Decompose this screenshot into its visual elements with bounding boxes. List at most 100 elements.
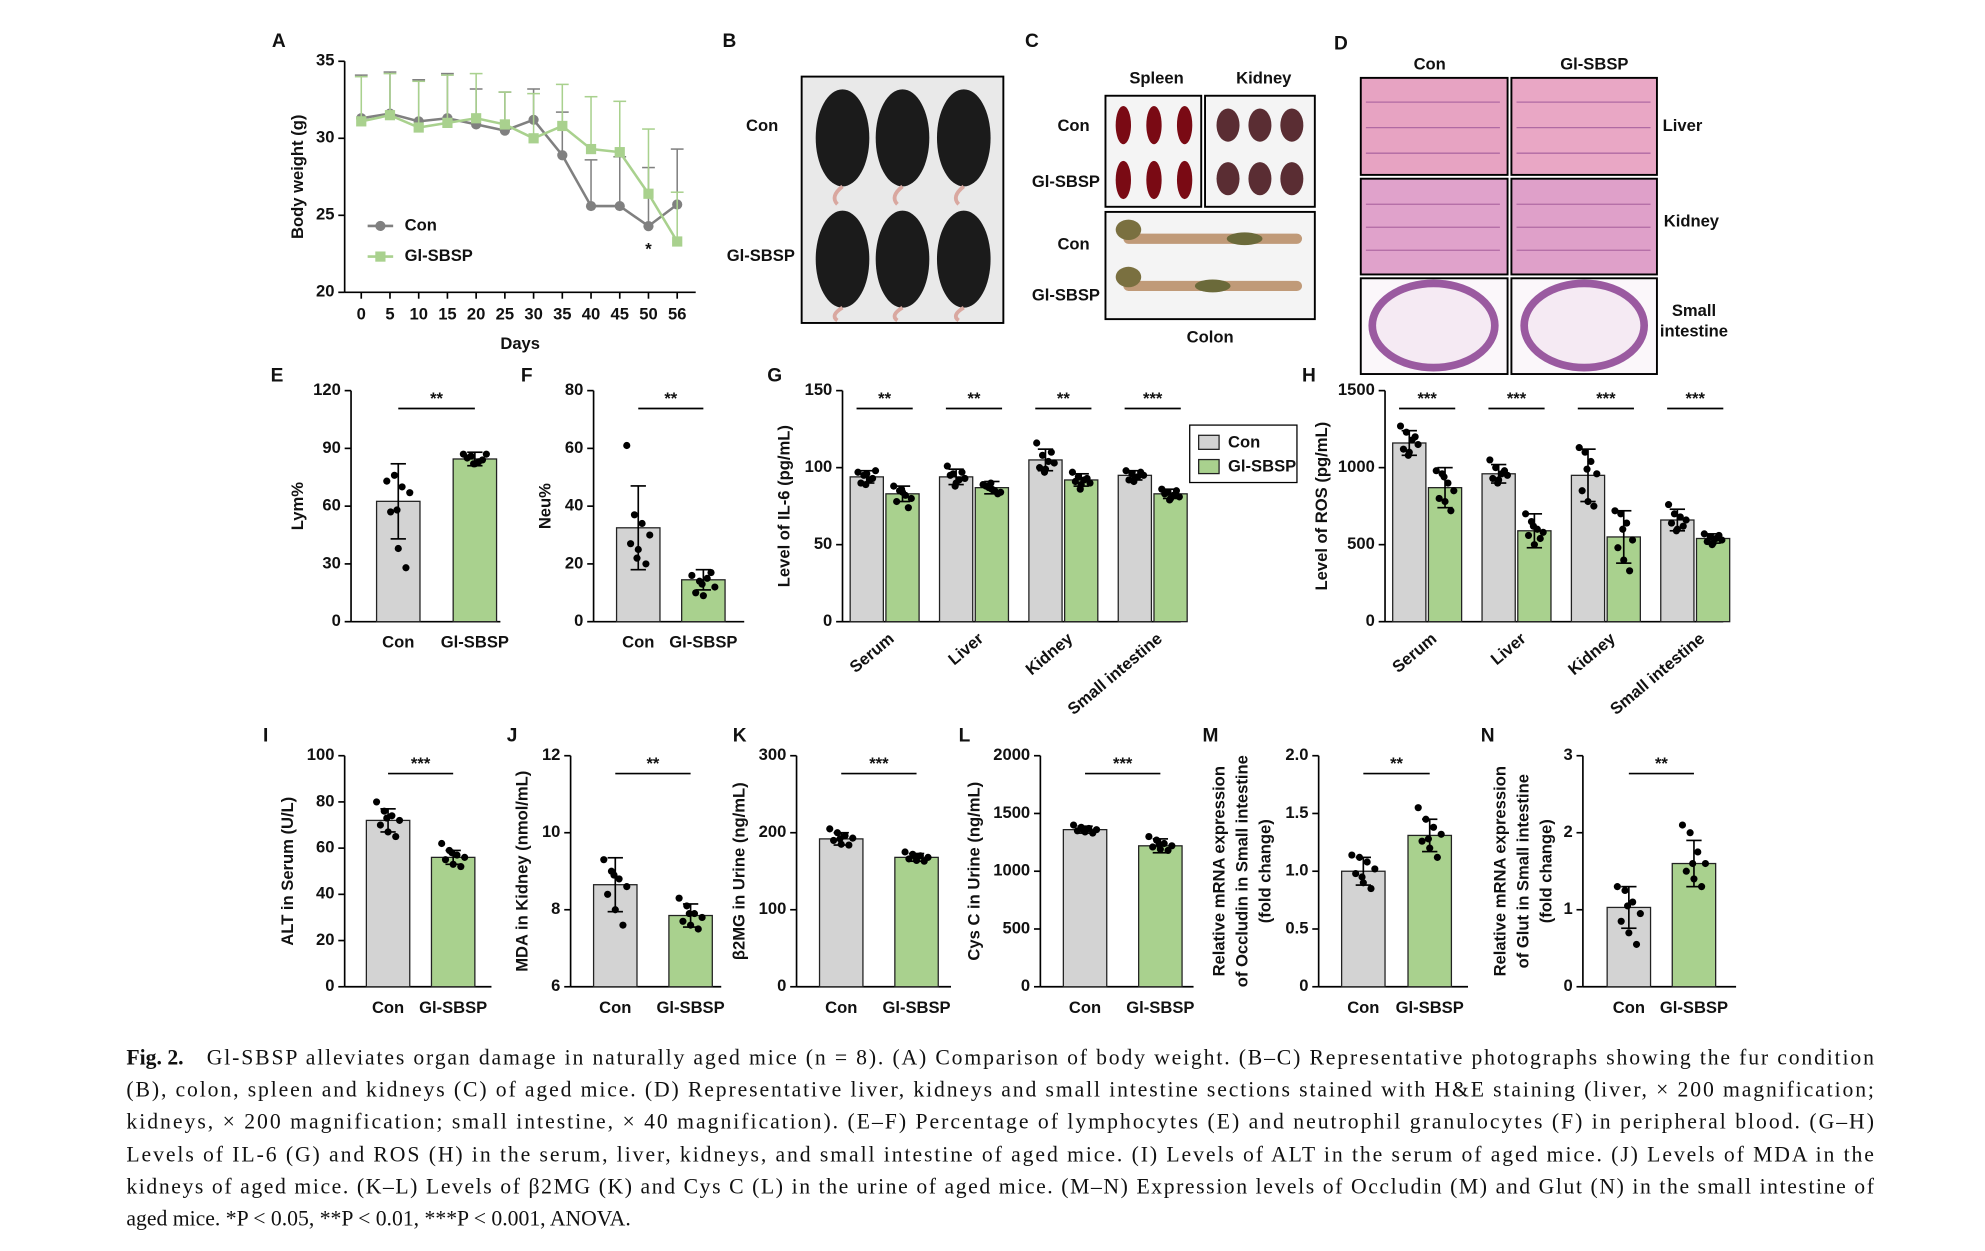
legend-marker: [375, 220, 386, 232]
y-tick-label: 8: [551, 899, 560, 918]
data-point: [1426, 844, 1434, 852]
data-point: [633, 554, 641, 562]
data-point: [1367, 884, 1375, 893]
y-tick-label: 25: [316, 205, 334, 224]
data-point: [461, 853, 469, 861]
data-point: [1080, 826, 1088, 834]
data-point: [1145, 832, 1153, 841]
data-point: [1682, 867, 1690, 875]
y-tick-label: 100: [759, 899, 787, 918]
marker: [384, 110, 396, 121]
legend-label: Gl-SBSP: [1228, 457, 1296, 476]
data-point: [392, 832, 400, 841]
data-point: [1715, 531, 1723, 539]
data-point: [390, 471, 399, 479]
y-tick-label: 40: [565, 496, 583, 515]
column-label: Gl-SBSP: [1560, 54, 1628, 73]
x-tick-label: 0: [357, 305, 366, 324]
data-point: [1444, 479, 1452, 487]
data-point: [869, 474, 877, 482]
x-tick-label: 50: [639, 305, 657, 324]
data-point: [698, 580, 706, 588]
data-point: [395, 816, 404, 824]
data-point: [692, 589, 700, 597]
legend-marker: [375, 251, 386, 262]
y-tick-label: 0: [823, 611, 832, 630]
data-point: [893, 497, 901, 506]
y-tick-label: 10: [542, 822, 560, 841]
data-point: [911, 853, 919, 861]
data-point: [1371, 865, 1379, 873]
bar: [1117, 474, 1153, 623]
significance-label: **: [646, 754, 659, 773]
intestine-sections: [1368, 279, 1648, 372]
data-point: [402, 564, 410, 572]
data-point: [1155, 841, 1163, 849]
data-point: [482, 450, 490, 458]
x-tick-label: 35: [553, 305, 571, 324]
data-point: [1625, 929, 1633, 937]
legend-label: Con: [1228, 432, 1260, 451]
data-point: [1676, 513, 1684, 521]
data-point: [1682, 516, 1690, 524]
data-point: [1149, 843, 1157, 851]
data-point: [1629, 898, 1637, 906]
data-point: [1352, 869, 1360, 878]
bar: [1062, 829, 1108, 988]
bar: [885, 493, 920, 623]
x-tick-label: Con: [599, 998, 631, 1017]
data-point: [376, 821, 384, 829]
data-point: [1628, 536, 1637, 544]
marker: [413, 122, 424, 133]
x-tick-label: Serum: [1388, 629, 1440, 677]
data-point: [863, 470, 871, 478]
y-tick-label: 30: [322, 553, 340, 572]
data-point: [1678, 821, 1687, 829]
significance-label: ***: [1143, 389, 1163, 408]
data-point: [1536, 534, 1544, 543]
data-point: [1583, 465, 1591, 473]
significance-label: **: [1057, 389, 1070, 408]
data-point: [711, 583, 719, 591]
tissue-texture: [1365, 101, 1651, 251]
data-point: [394, 544, 402, 553]
data-point: [685, 910, 693, 918]
x-tick-label: Con: [1347, 998, 1379, 1017]
y-tick-label: 1.0: [1285, 861, 1308, 880]
bar: [1063, 479, 1099, 623]
y-axis-label: of Occludin in Small intestine: [1233, 755, 1252, 987]
data-point: [1623, 519, 1631, 527]
y-tick-label: 2: [1563, 822, 1572, 841]
x-tick-label: Serum: [846, 629, 898, 677]
annotation: *: [645, 240, 652, 259]
y-tick-label: 80: [316, 791, 334, 810]
data-point: [1348, 851, 1356, 859]
data-point: [1402, 428, 1410, 436]
significance-label: ***: [1507, 389, 1527, 408]
bar: [938, 476, 974, 623]
data-point: [1429, 823, 1438, 831]
legend-swatch: [1198, 434, 1220, 450]
y-tick-label: 6: [551, 976, 560, 995]
data-point: [687, 921, 695, 929]
data-point: [393, 506, 401, 514]
data-point: [1593, 470, 1601, 478]
data-point: [1172, 487, 1181, 495]
data-point: [1611, 507, 1619, 515]
x-tick-label: Con: [1069, 998, 1101, 1017]
data-point: [1164, 846, 1172, 855]
data-point: [1636, 910, 1644, 918]
bar: [849, 476, 884, 623]
mice: [815, 89, 991, 308]
y-tick-label: 150: [805, 380, 833, 399]
x-tick-label: 15: [438, 305, 456, 324]
y-tick-label: 20: [316, 930, 334, 949]
bar: [452, 458, 498, 623]
photo-panel-c: C Spleen Kidney Con Gl-SBSP Con Gl-SBSP …: [1025, 31, 1316, 347]
marker: [557, 120, 568, 132]
data-point: [675, 894, 683, 902]
y-tick-label: 1: [1563, 899, 1572, 918]
caption-label: Fig. 2.: [126, 1046, 183, 1070]
data-point: [1130, 477, 1138, 486]
